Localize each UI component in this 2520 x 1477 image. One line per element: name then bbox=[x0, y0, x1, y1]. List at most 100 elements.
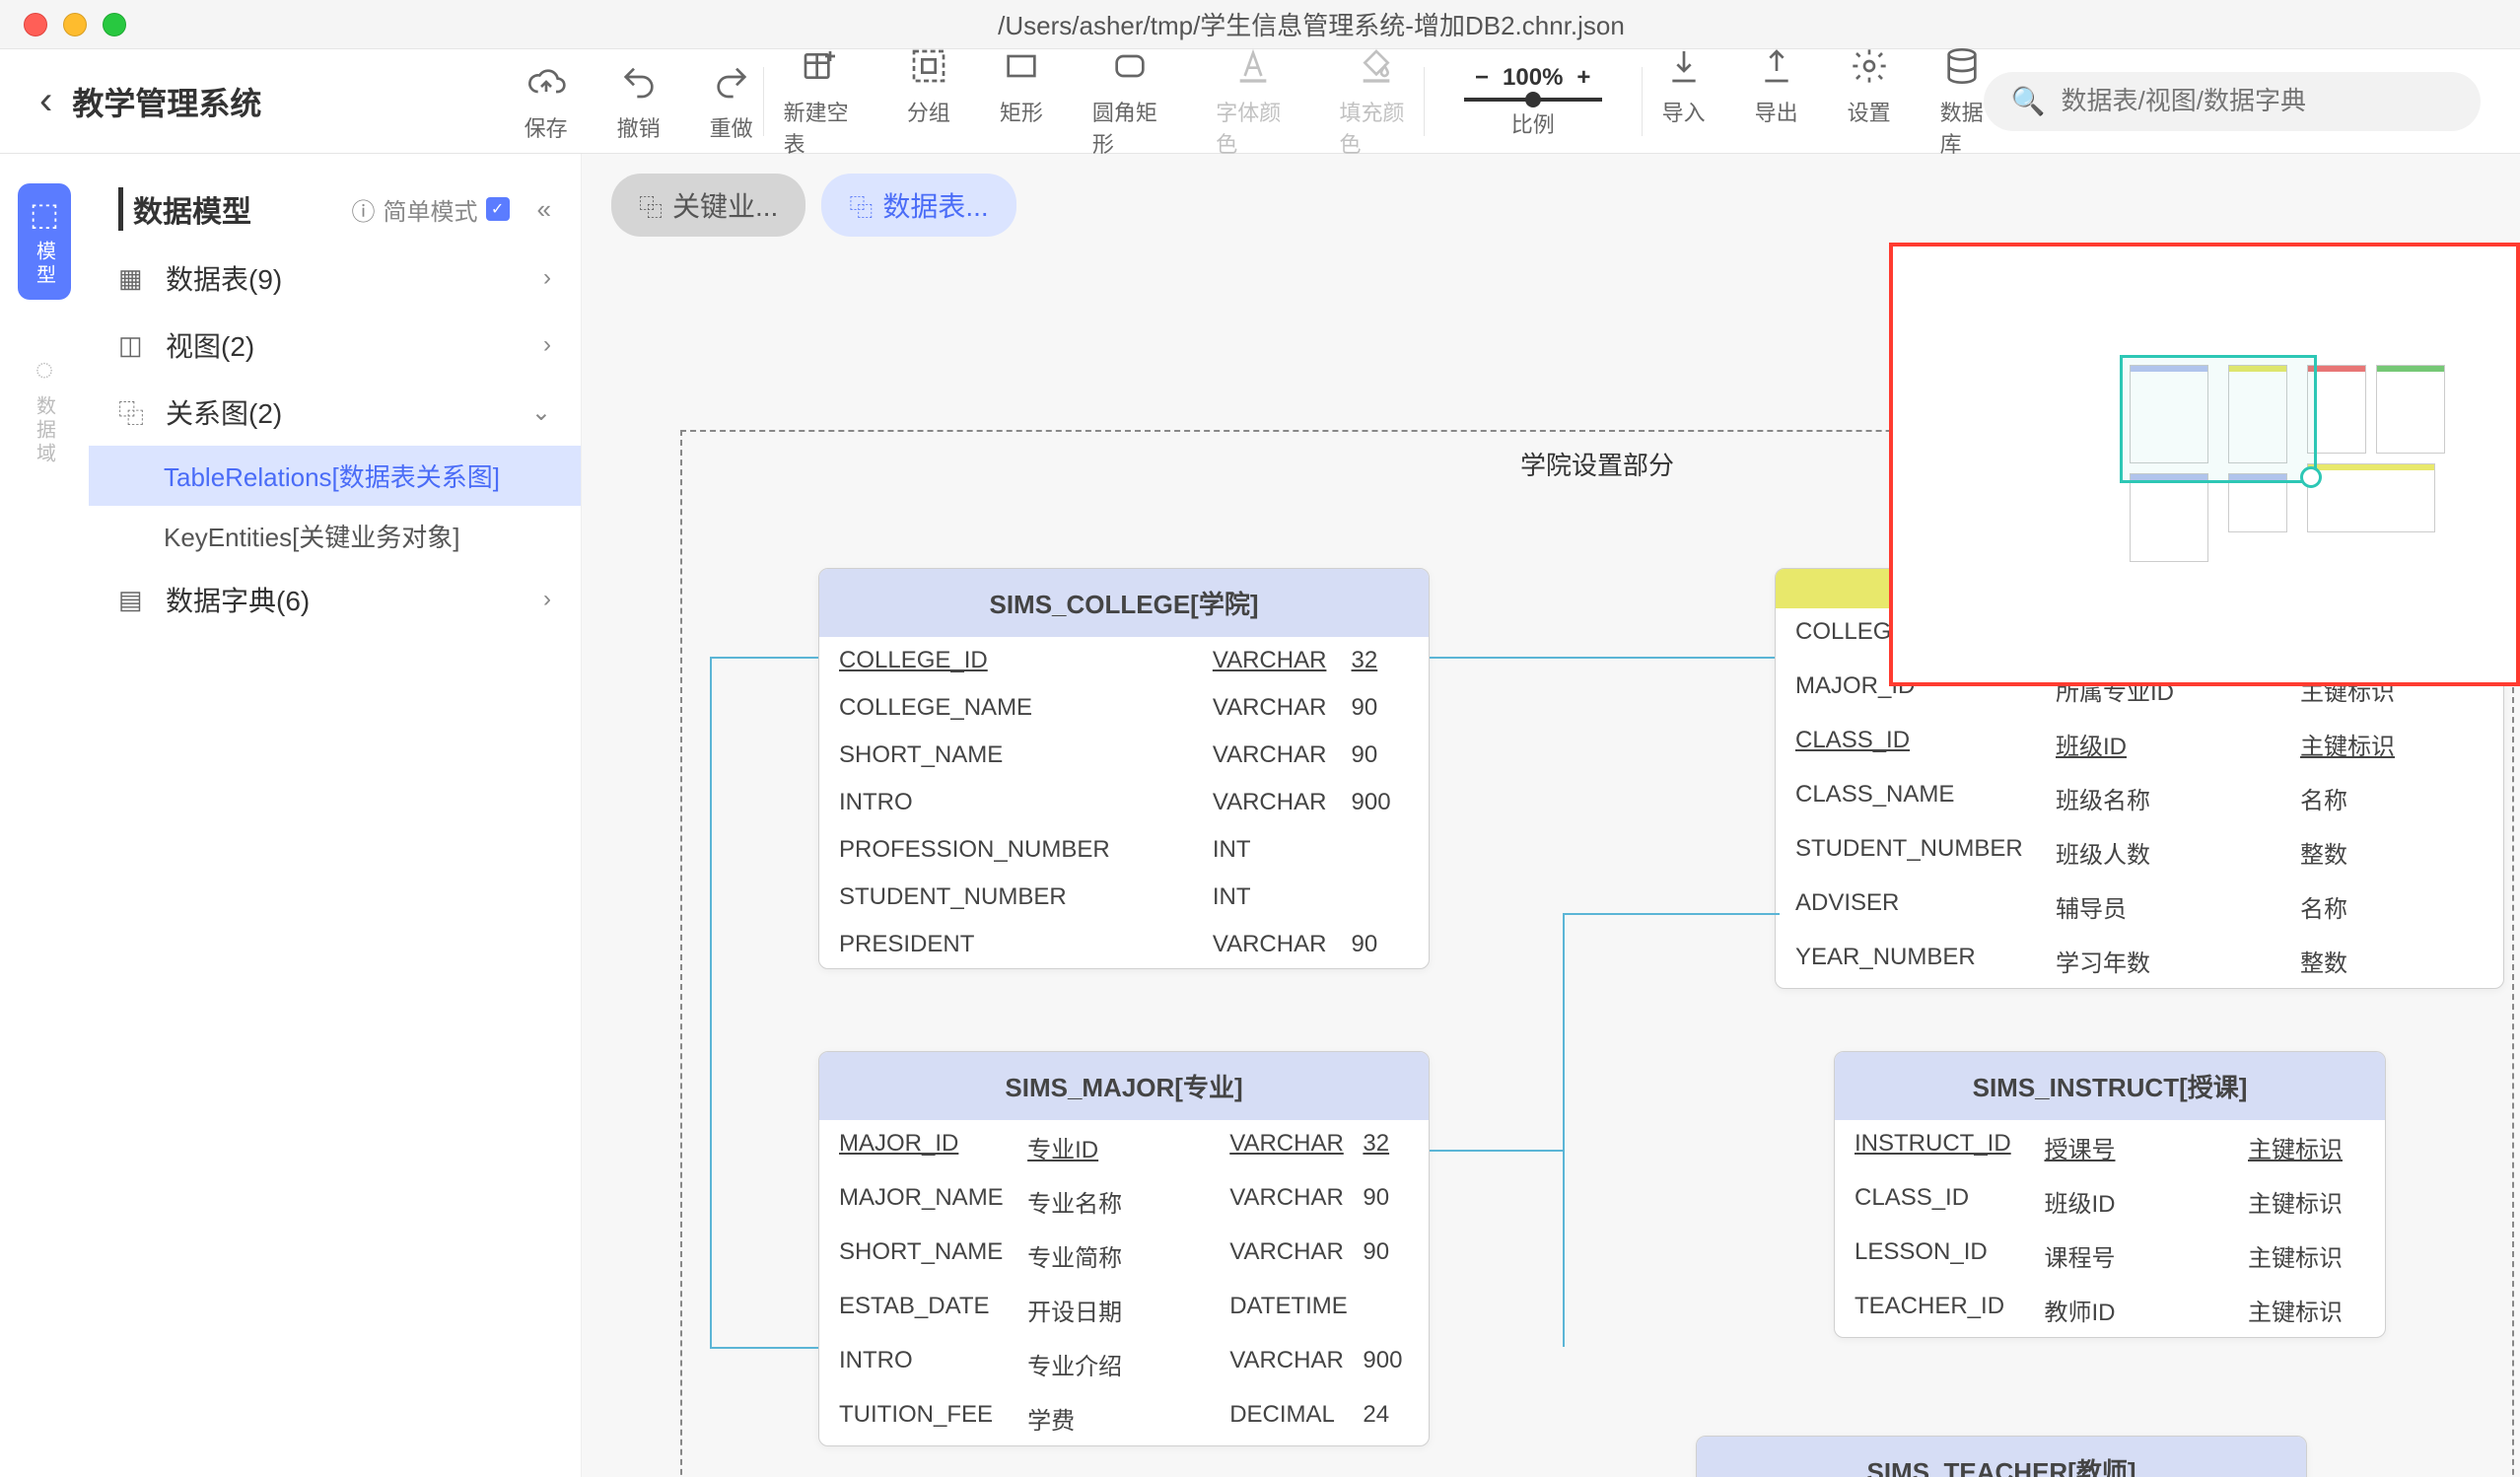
window-minimize[interactable] bbox=[63, 13, 87, 36]
canvas-area[interactable]: ⿻ 关键业... ⿻ 数据表... 学院设置部分 SIMS_COLLE bbox=[582, 154, 2520, 1477]
new-table-button[interactable]: 新建空表 bbox=[784, 44, 858, 159]
settings-button[interactable]: 设置 bbox=[1848, 44, 1891, 127]
entity-column-row[interactable]: STUDENT_NUMBER班级人数整数 bbox=[1776, 825, 2503, 879]
tree-diagram-key-entities[interactable]: KeyEntities[关键业务对象] bbox=[89, 506, 581, 566]
toolbar: ‹ 教学管理系统 保存 撤销 重做 新建空表 分组 矩形 bbox=[0, 49, 2520, 154]
rect-icon bbox=[1000, 44, 1043, 88]
chevron-right-icon: › bbox=[543, 331, 551, 359]
sidebar-header: 数据模型 ⓘ 简单模式 ✓ « bbox=[89, 174, 581, 245]
font-color-button[interactable]: 字体颜色 bbox=[1216, 44, 1290, 159]
zoom-slider[interactable] bbox=[1464, 98, 1602, 102]
chevron-right-icon: › bbox=[543, 586, 551, 613]
entity-column-row[interactable]: ADVISER辅导员名称 bbox=[1776, 879, 2503, 934]
entity-column-row[interactable]: COLLEGE_NAMEVARCHAR90 bbox=[819, 684, 1429, 732]
database-button[interactable]: 数据库 bbox=[1940, 44, 1984, 159]
tree-item-dict[interactable]: ▤ 数据字典(6) › bbox=[89, 566, 581, 633]
entity-column-row[interactable]: STUDENT_NUMBERINT bbox=[819, 874, 1429, 921]
entity-column-row[interactable]: LESSON_ID课程号主键标识 bbox=[1835, 1229, 2385, 1283]
new-table-icon bbox=[799, 44, 842, 88]
entity-header: SIMS_INSTRUCT[授课] bbox=[1835, 1052, 2385, 1120]
project-title: 教学管理系统 bbox=[72, 79, 261, 124]
import-button[interactable]: 导入 bbox=[1662, 44, 1706, 127]
cloud-upload-icon bbox=[525, 60, 568, 104]
zoom-minus-icon[interactable]: − bbox=[1475, 64, 1489, 92]
entity-major[interactable]: SIMS_MAJOR[专业] MAJOR_ID专业IDVARCHAR32MAJO… bbox=[818, 1051, 1430, 1446]
import-icon bbox=[1662, 44, 1706, 88]
window-maximize[interactable] bbox=[103, 13, 126, 36]
search-input[interactable] bbox=[2062, 86, 2453, 116]
diagram-icon: ⿻ bbox=[639, 188, 663, 223]
rail-domain[interactable]: ◌ 数据域 bbox=[19, 339, 71, 478]
rail-model[interactable]: ⬚ 模型 bbox=[18, 183, 71, 300]
group-label: 学院设置部分 bbox=[1520, 446, 1674, 482]
chevron-right-icon: › bbox=[543, 264, 551, 292]
entity-teacher[interactable]: SIMS_TEACHER[教师] bbox=[1696, 1436, 2307, 1477]
entity-header: SIMS_COLLEGE[学院] bbox=[819, 569, 1429, 637]
entity-column-row[interactable]: YEAR_NUMBER学习年数整数 bbox=[1776, 934, 2503, 988]
minimap[interactable] bbox=[1889, 243, 2520, 686]
save-button[interactable]: 保存 bbox=[525, 60, 568, 143]
entity-column-row[interactable]: CLASS_ID班级ID主键标识 bbox=[1835, 1174, 2385, 1229]
entity-column-row[interactable]: CLASS_ID班级ID主键标识 bbox=[1776, 717, 2503, 771]
undo-icon bbox=[617, 60, 661, 104]
chevron-down-icon: ⌄ bbox=[531, 398, 551, 427]
minimap-viewport[interactable] bbox=[2120, 355, 2317, 483]
entity-column-row[interactable]: INSTRUCT_ID授课号主键标识 bbox=[1835, 1120, 2385, 1174]
canvas[interactable]: 学院设置部分 SIMS_COLLEGE[学院] COLLEGE_IDVARCHA… bbox=[582, 243, 2520, 1477]
group-button[interactable]: 分组 bbox=[907, 44, 950, 127]
entity-column-row[interactable]: SHORT_NAME专业简称VARCHAR90 bbox=[819, 1229, 1429, 1283]
book-icon: ▤ bbox=[118, 585, 150, 615]
database-icon bbox=[1940, 44, 1984, 88]
check-icon: ✓ bbox=[486, 197, 510, 221]
search-box[interactable]: 🔍 bbox=[1984, 72, 2481, 131]
tree-item-tables[interactable]: ▦ 数据表(9) › bbox=[89, 245, 581, 312]
window-title: /Users/asher/tmp/学生信息管理系统-增加DB2.chnr.jso… bbox=[126, 6, 2496, 42]
round-rect-button[interactable]: 圆角矩形 bbox=[1092, 44, 1166, 159]
table-icon: ▦ bbox=[118, 263, 150, 294]
undo-button[interactable]: 撤销 bbox=[617, 60, 661, 143]
zoom-value: 100% bbox=[1503, 64, 1563, 92]
entity-column-row[interactable]: CLASS_NAME班级名称名称 bbox=[1776, 771, 2503, 825]
diagram-icon: ⿻ bbox=[118, 394, 150, 431]
tab-table-relations[interactable]: ⿻ 数据表... bbox=[821, 174, 1015, 237]
redo-button[interactable]: 重做 bbox=[710, 60, 753, 143]
entity-column-row[interactable]: TEACHER_ID教师ID主键标识 bbox=[1835, 1283, 2385, 1337]
simple-mode-toggle[interactable]: ⓘ 简单模式 ✓ bbox=[352, 192, 510, 227]
diagram-icon: ⿻ bbox=[849, 188, 873, 223]
entity-column-row[interactable]: TUITION_FEE学费DECIMAL24 bbox=[819, 1391, 1429, 1445]
entity-column-row[interactable]: SHORT_NAMEVARCHAR90 bbox=[819, 732, 1429, 779]
collapse-sidebar-icon[interactable]: « bbox=[537, 194, 551, 225]
entity-column-row[interactable]: PROFESSION_NUMBERINT bbox=[819, 826, 1429, 874]
entity-column-row[interactable]: PRESIDENTVARCHAR90 bbox=[819, 921, 1429, 968]
tree-item-diagrams[interactable]: ⿻ 关系图(2) ⌄ bbox=[89, 379, 581, 446]
entity-column-row[interactable]: COLLEGE_IDVARCHAR32 bbox=[819, 637, 1429, 684]
entity-column-row[interactable]: ESTAB_DATE开设日期DATETIME bbox=[819, 1283, 1429, 1337]
entity-header: SIMS_TEACHER[教师] bbox=[1697, 1437, 2306, 1477]
entity-column-row[interactable]: INTROVARCHAR900 bbox=[819, 779, 1429, 826]
chart-icon: ◫ bbox=[118, 330, 150, 361]
rect-button[interactable]: 矩形 bbox=[1000, 44, 1043, 127]
fill-color-icon bbox=[1355, 44, 1398, 88]
tab-key-entities[interactable]: ⿻ 关键业... bbox=[611, 174, 805, 237]
zoom-control[interactable]: − 100% + 比例 bbox=[1464, 64, 1602, 139]
fill-color-button[interactable]: 填充颜色 bbox=[1339, 44, 1413, 159]
font-color-icon bbox=[1231, 44, 1275, 88]
entity-college[interactable]: SIMS_COLLEGE[学院] COLLEGE_IDVARCHAR32COLL… bbox=[818, 568, 1430, 969]
tree-diagram-table-relations[interactable]: TableRelations[数据表关系图] bbox=[89, 446, 581, 506]
titlebar: /Users/asher/tmp/学生信息管理系统-增加DB2.chnr.jso… bbox=[0, 0, 2520, 49]
gear-icon bbox=[1848, 44, 1891, 88]
redo-icon bbox=[710, 60, 753, 104]
traffic-lights bbox=[24, 13, 126, 36]
entity-column-row[interactable]: MAJOR_NAME专业名称VARCHAR90 bbox=[819, 1174, 1429, 1229]
entity-column-row[interactable]: INTRO专业介绍VARCHAR900 bbox=[819, 1337, 1429, 1391]
zoom-plus-icon[interactable]: + bbox=[1576, 64, 1590, 92]
search-icon: 🔍 bbox=[2011, 85, 2046, 117]
export-button[interactable]: 导出 bbox=[1755, 44, 1798, 127]
tree-item-views[interactable]: ◫ 视图(2) › bbox=[89, 312, 581, 379]
tabs: ⿻ 关键业... ⿻ 数据表... bbox=[582, 154, 2520, 256]
entity-instruct[interactable]: SIMS_INSTRUCT[授课] INSTRUCT_ID授课号主键标识CLAS… bbox=[1834, 1051, 2386, 1338]
window-close[interactable] bbox=[24, 13, 47, 36]
globe-icon: ◌ bbox=[35, 351, 53, 387]
back-chevron-icon[interactable]: ‹ bbox=[39, 79, 52, 123]
entity-column-row[interactable]: MAJOR_ID专业IDVARCHAR32 bbox=[819, 1120, 1429, 1174]
